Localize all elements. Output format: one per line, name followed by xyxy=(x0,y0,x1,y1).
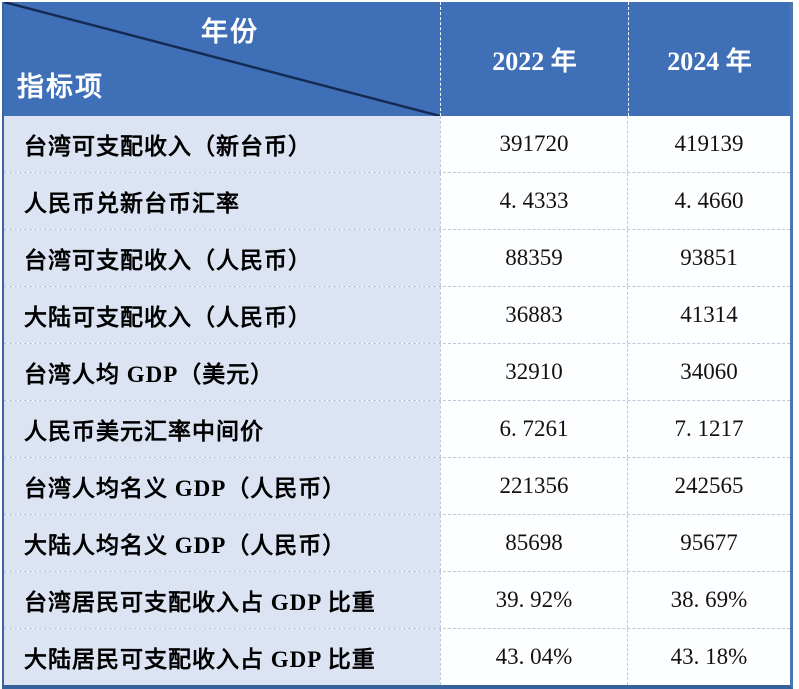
value-cell-2022: 221356 xyxy=(440,458,627,514)
value-cell-2022: 391720 xyxy=(440,116,627,172)
row-label-cell: 台湾居民可支配收入占 GDP 比重 xyxy=(4,572,440,628)
row-label-cell: 大陆人均名义 GDP（人民币） xyxy=(4,515,440,571)
row-label-cell: 台湾人均 GDP（美元） xyxy=(4,344,440,400)
value-cell-2024: 34060 xyxy=(627,344,790,400)
value-cell-2022: 39. 92% xyxy=(440,572,627,628)
row-label-cell: 人民币美元汇率中间价 xyxy=(4,401,440,457)
table-row: 台湾人均名义 GDP（人民币） 221356 242565 xyxy=(4,457,790,514)
value-cell-2024: 43. 18% xyxy=(627,629,790,685)
value-cell-2024: 38. 69% xyxy=(627,572,790,628)
value-cell-2024: 93851 xyxy=(627,230,790,286)
value-cell-2022: 88359 xyxy=(440,230,627,286)
table-row: 大陆可支配收入（人民币） 36883 41314 xyxy=(4,286,790,343)
value-cell-2022: 4. 4333 xyxy=(440,173,627,229)
value-cell-2024: 7. 1217 xyxy=(627,401,790,457)
value-cell-2024: 4. 4660 xyxy=(627,173,790,229)
column-header-2024: 2024 年 xyxy=(628,2,790,116)
value-cell-2022: 36883 xyxy=(440,287,627,343)
table-row: 台湾可支配收入（人民币） 88359 93851 xyxy=(4,229,790,286)
value-cell-2022: 6. 7261 xyxy=(440,401,627,457)
table-row: 人民币兑新台币汇率 4. 4333 4. 4660 xyxy=(4,172,790,229)
row-label-cell: 大陆居民可支配收入占 GDP 比重 xyxy=(4,629,440,685)
row-label-cell: 人民币兑新台币汇率 xyxy=(4,173,440,229)
table-row: 大陆居民可支配收入占 GDP 比重 43. 04% 43. 18% xyxy=(4,628,790,685)
row-label-cell: 台湾人均名义 GDP（人民币） xyxy=(4,458,440,514)
table-row: 台湾人均 GDP（美元） 32910 34060 xyxy=(4,343,790,400)
row-label-cell: 大陆可支配收入（人民币） xyxy=(4,287,440,343)
table-row: 台湾可支配收入（新台币） 391720 419139 xyxy=(4,116,790,172)
value-cell-2024: 41314 xyxy=(627,287,790,343)
row-label-cell: 台湾可支配收入（新台币） xyxy=(4,116,440,172)
diagonal-divider-line xyxy=(4,2,440,116)
value-cell-2024: 95677 xyxy=(627,515,790,571)
table-row: 大陆人均名义 GDP（人民币） 85698 95677 xyxy=(4,514,790,571)
corner-label-year: 年份 xyxy=(201,17,259,47)
value-cell-2022: 43. 04% xyxy=(440,629,627,685)
row-label-cell: 台湾可支配收入（人民币） xyxy=(4,230,440,286)
value-cell-2024: 242565 xyxy=(627,458,790,514)
table-header: 年份 指标项 2022 年 2024 年 xyxy=(4,2,790,116)
value-cell-2022: 85698 xyxy=(440,515,627,571)
value-cell-2022: 32910 xyxy=(440,344,627,400)
corner-label-indicator: 指标项 xyxy=(17,72,104,102)
table-row: 人民币美元汇率中间价 6. 7261 7. 1217 xyxy=(4,400,790,457)
table-row: 台湾居民可支配收入占 GDP 比重 39. 92% 38. 69% xyxy=(4,571,790,628)
value-cell-2024: 419139 xyxy=(627,116,790,172)
header-corner-cell: 年份 指标项 xyxy=(4,2,440,116)
column-header-2022: 2022 年 xyxy=(440,2,628,116)
